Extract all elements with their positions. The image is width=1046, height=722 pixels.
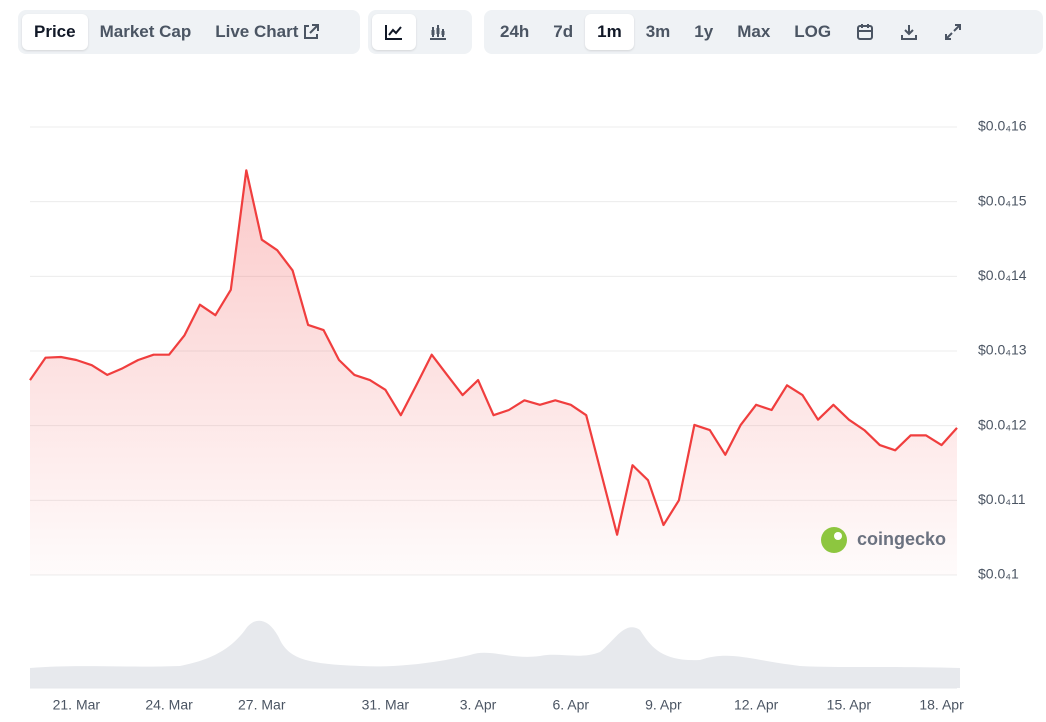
y-tick-label: $0.0₄15: [978, 192, 1027, 208]
tab[interactable]: Price: [22, 14, 88, 50]
tab[interactable]: Market Cap: [99, 22, 192, 41]
x-tick-label: 21. Mar: [53, 697, 101, 713]
y-tick-label: $0.0₄16: [978, 118, 1027, 134]
y-tick-label: $0.0₄13: [978, 342, 1027, 358]
x-tick-label: 3. Apr: [460, 697, 497, 713]
range[interactable]: 7d: [553, 22, 574, 41]
x-tick-label: 9. Apr: [645, 697, 682, 713]
x-tick-label: 27. Mar: [238, 697, 286, 713]
calendar-icon: [857, 24, 874, 40]
range[interactable]: 1m: [585, 14, 634, 50]
chart-style: [368, 10, 472, 54]
x-tick-label: 15. Apr: [827, 697, 872, 713]
price-area: [30, 170, 957, 576]
range[interactable]: 1y: [694, 22, 714, 41]
download-button[interactable]: [887, 14, 931, 50]
x-tick-label: 24. Mar: [145, 697, 193, 713]
x-tick-label: 18. Apr: [919, 697, 964, 713]
watermark-logo: [821, 527, 847, 553]
candle-chart-button[interactable]: [416, 14, 460, 50]
view-tabs: Price Market Cap Live Chart: [18, 10, 360, 54]
x-tick-label: 31. Mar: [362, 697, 410, 713]
plot: [29, 169, 958, 576]
x-tick-label: 6. Apr: [552, 697, 589, 713]
watermark-eye: [834, 532, 842, 540]
y-tick-label: $0.0₄1: [978, 566, 1019, 582]
watermark: coingecko: [821, 527, 946, 553]
y-tick-label: $0.0₄12: [978, 416, 1027, 432]
watermark-text: coingecko: [857, 529, 946, 549]
line-icon: [385, 25, 402, 40]
expand-icon: [945, 24, 962, 40]
x-tick-label: 12. Apr: [734, 697, 779, 713]
y-tick-label: $0.0₄11: [978, 491, 1026, 507]
download-icon: [901, 25, 918, 40]
tab[interactable]: Live Chart: [215, 22, 299, 41]
external-link-icon: [304, 24, 320, 39]
range[interactable]: LOG: [794, 22, 832, 41]
range[interactable]: Max: [737, 22, 771, 41]
price-line: [29, 169, 958, 536]
line-chart-button[interactable]: [372, 14, 416, 50]
y-tick-label: $0.0₄14: [978, 267, 1027, 283]
volume-area: [30, 620, 960, 688]
range-tabs: 24h 7d 1m 3m 1y Max LOG: [484, 10, 1043, 54]
range[interactable]: 24h: [500, 22, 530, 41]
candle-icon: [430, 25, 446, 40]
calendar-button[interactable]: [843, 14, 887, 50]
fullscreen-button[interactable]: [931, 14, 975, 50]
range[interactable]: 3m: [645, 22, 671, 41]
